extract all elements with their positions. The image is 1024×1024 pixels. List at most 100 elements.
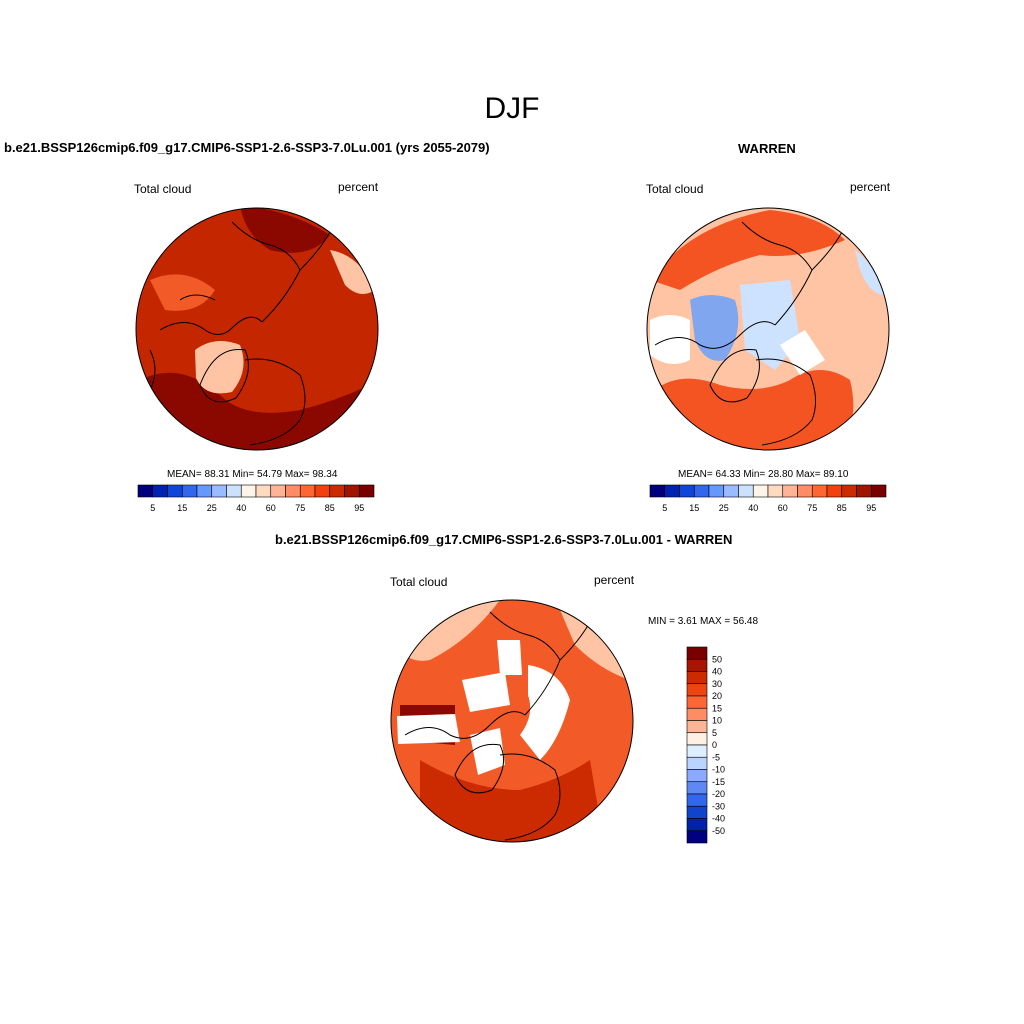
diff-stats: MIN = 3.61 MAX = 56.48 bbox=[648, 616, 759, 627]
obs-units-label: percent bbox=[850, 180, 891, 194]
diff-field-dark-south bbox=[420, 760, 600, 842]
diff-colorbar-swatch bbox=[686, 769, 708, 783]
diff-colorbar-tick-label: -15 bbox=[712, 777, 725, 787]
obs-colorbar-swatch bbox=[664, 484, 680, 498]
diff-colorbar-swatch bbox=[686, 732, 708, 746]
model-colorbar-swatch bbox=[196, 484, 213, 498]
model-colorbar-tick-label: 60 bbox=[266, 503, 276, 513]
diff-colorbar-tick-label: 15 bbox=[712, 703, 722, 713]
obs-field-blue-greenland bbox=[690, 295, 739, 361]
obs-colorbar-swatch bbox=[870, 484, 887, 498]
obs-colorbar-swatch bbox=[856, 484, 872, 498]
diff-colorbar-swatch bbox=[686, 781, 708, 795]
obs-colorbar-tick-label: 85 bbox=[837, 503, 847, 513]
diff-field-missing-1 bbox=[462, 672, 510, 712]
model-colorbar-swatch bbox=[181, 484, 198, 498]
obs-colorbar-swatch bbox=[708, 484, 725, 498]
model-colorbar-swatch bbox=[167, 484, 183, 498]
diff-colorbar-swatch bbox=[686, 756, 708, 770]
model-colorbar-tick-label: 25 bbox=[207, 503, 217, 513]
obs-colorbar-swatch bbox=[679, 484, 695, 498]
diff-colorbar-tick-label: 20 bbox=[712, 691, 722, 701]
diff-colorbar-swatch bbox=[686, 646, 708, 660]
diff-field-missing-4 bbox=[397, 714, 460, 744]
model-colorbar-swatch bbox=[270, 484, 286, 498]
diff-colorbar-tick-label: -20 bbox=[712, 789, 725, 799]
model-colorbar: 5 15 25 40 60 75 85 95 bbox=[137, 484, 375, 513]
model-colorbar-tick-label: 40 bbox=[236, 503, 246, 513]
diff-variable-label: Total cloud bbox=[390, 575, 448, 589]
model-polar-map bbox=[135, 207, 379, 451]
obs-colorbar-tick-label: 75 bbox=[807, 503, 817, 513]
diff-colorbar-swatch bbox=[686, 818, 708, 832]
obs-colorbar-swatch bbox=[841, 484, 857, 498]
obs-colorbar-tick-label: 25 bbox=[719, 503, 729, 513]
obs-colorbar-swatch bbox=[767, 484, 784, 498]
diff-panel-title: b.e21.BSSP126cmip6.f09_g17.CMIP6-SSP1-2.… bbox=[275, 532, 733, 547]
model-colorbar-tick-label: 75 bbox=[295, 503, 305, 513]
diff-field-missing-3 bbox=[520, 665, 570, 760]
model-colorbar-tick-label: 5 bbox=[150, 503, 155, 513]
obs-field-missing-west bbox=[650, 315, 690, 364]
obs-colorbar-swatch bbox=[782, 484, 798, 498]
obs-colorbar-swatch bbox=[693, 484, 710, 498]
model-variable-label: Total cloud bbox=[134, 182, 192, 196]
diff-colorbar-tick-label: -10 bbox=[712, 765, 725, 775]
diff-field-missing-5 bbox=[470, 728, 505, 775]
diff-units-label: percent bbox=[594, 573, 635, 587]
diff-colorbar-swatch bbox=[686, 695, 708, 709]
obs-stats: MEAN= 64.33 Min= 28.80 Max= 89.10 bbox=[678, 469, 849, 480]
model-field-light-east bbox=[330, 250, 375, 294]
obs-colorbar-tick-label: 95 bbox=[866, 503, 876, 513]
model-stats: MEAN= 88.31 Min= 54.79 Max= 98.34 bbox=[167, 469, 338, 480]
model-colorbar-swatch bbox=[240, 484, 257, 498]
model-colorbar-swatch bbox=[226, 484, 242, 498]
model-field-dark-north bbox=[240, 208, 330, 253]
obs-colorbar-swatch bbox=[738, 484, 754, 498]
obs-polar-map bbox=[646, 207, 890, 451]
model-colorbar-swatch bbox=[299, 484, 316, 498]
diff-colorbar-swatch bbox=[686, 707, 708, 721]
diff-colorbar-tick-label: 0 bbox=[712, 740, 717, 750]
obs-field-blue-east bbox=[855, 250, 885, 295]
obs-colorbar-tick-label: 40 bbox=[748, 503, 758, 513]
diff-colorbar-tick-label: -5 bbox=[712, 752, 720, 762]
diff-colorbar-tick-label: 50 bbox=[712, 654, 722, 664]
diff-colorbar-tick-label: -40 bbox=[712, 814, 725, 824]
obs-field-missing-wedge bbox=[780, 330, 825, 375]
diff-colorbar-swatch bbox=[686, 744, 708, 758]
diff-field-missing-2 bbox=[497, 640, 522, 675]
diff-colorbar-tick-label: 40 bbox=[712, 667, 722, 677]
model-colorbar-swatch bbox=[255, 484, 272, 498]
diff-colorbar-swatch bbox=[686, 671, 708, 685]
obs-colorbar-tick-label: 60 bbox=[778, 503, 788, 513]
model-coastlines bbox=[149, 221, 331, 446]
model-colorbar-swatch bbox=[285, 484, 301, 498]
diff-colorbar-swatch bbox=[686, 658, 708, 672]
diff-field-light-northwest bbox=[395, 600, 500, 661]
diff-colorbar-swatch bbox=[686, 830, 708, 844]
model-units-label: percent bbox=[338, 180, 379, 194]
model-colorbar-swatch bbox=[358, 484, 375, 498]
model-colorbar-swatch bbox=[329, 484, 345, 498]
obs-colorbar-swatch bbox=[649, 484, 666, 498]
obs-coastlines bbox=[654, 221, 843, 446]
model-colorbar-swatch bbox=[137, 484, 154, 498]
obs-colorbar-swatch bbox=[811, 484, 828, 498]
model-colorbar-tick-label: 95 bbox=[354, 503, 364, 513]
obs-colorbar-swatch bbox=[752, 484, 769, 498]
obs-map-border bbox=[646, 207, 890, 451]
diff-field-light-northeast bbox=[560, 610, 630, 680]
model-colorbar-swatch bbox=[211, 484, 227, 498]
model-colorbar-tick-label: 85 bbox=[325, 503, 335, 513]
model-field-light-greenland bbox=[195, 341, 244, 394]
obs-colorbar-swatch bbox=[723, 484, 739, 498]
diff-polar-map bbox=[390, 599, 634, 843]
diff-colorbar-tick-label: 5 bbox=[712, 728, 717, 738]
diff-colorbar-swatch bbox=[686, 805, 708, 819]
page-title: DJF bbox=[484, 92, 540, 125]
diff-colorbar-tick-label: -50 bbox=[712, 826, 725, 836]
obs-field-red-south bbox=[655, 370, 854, 450]
